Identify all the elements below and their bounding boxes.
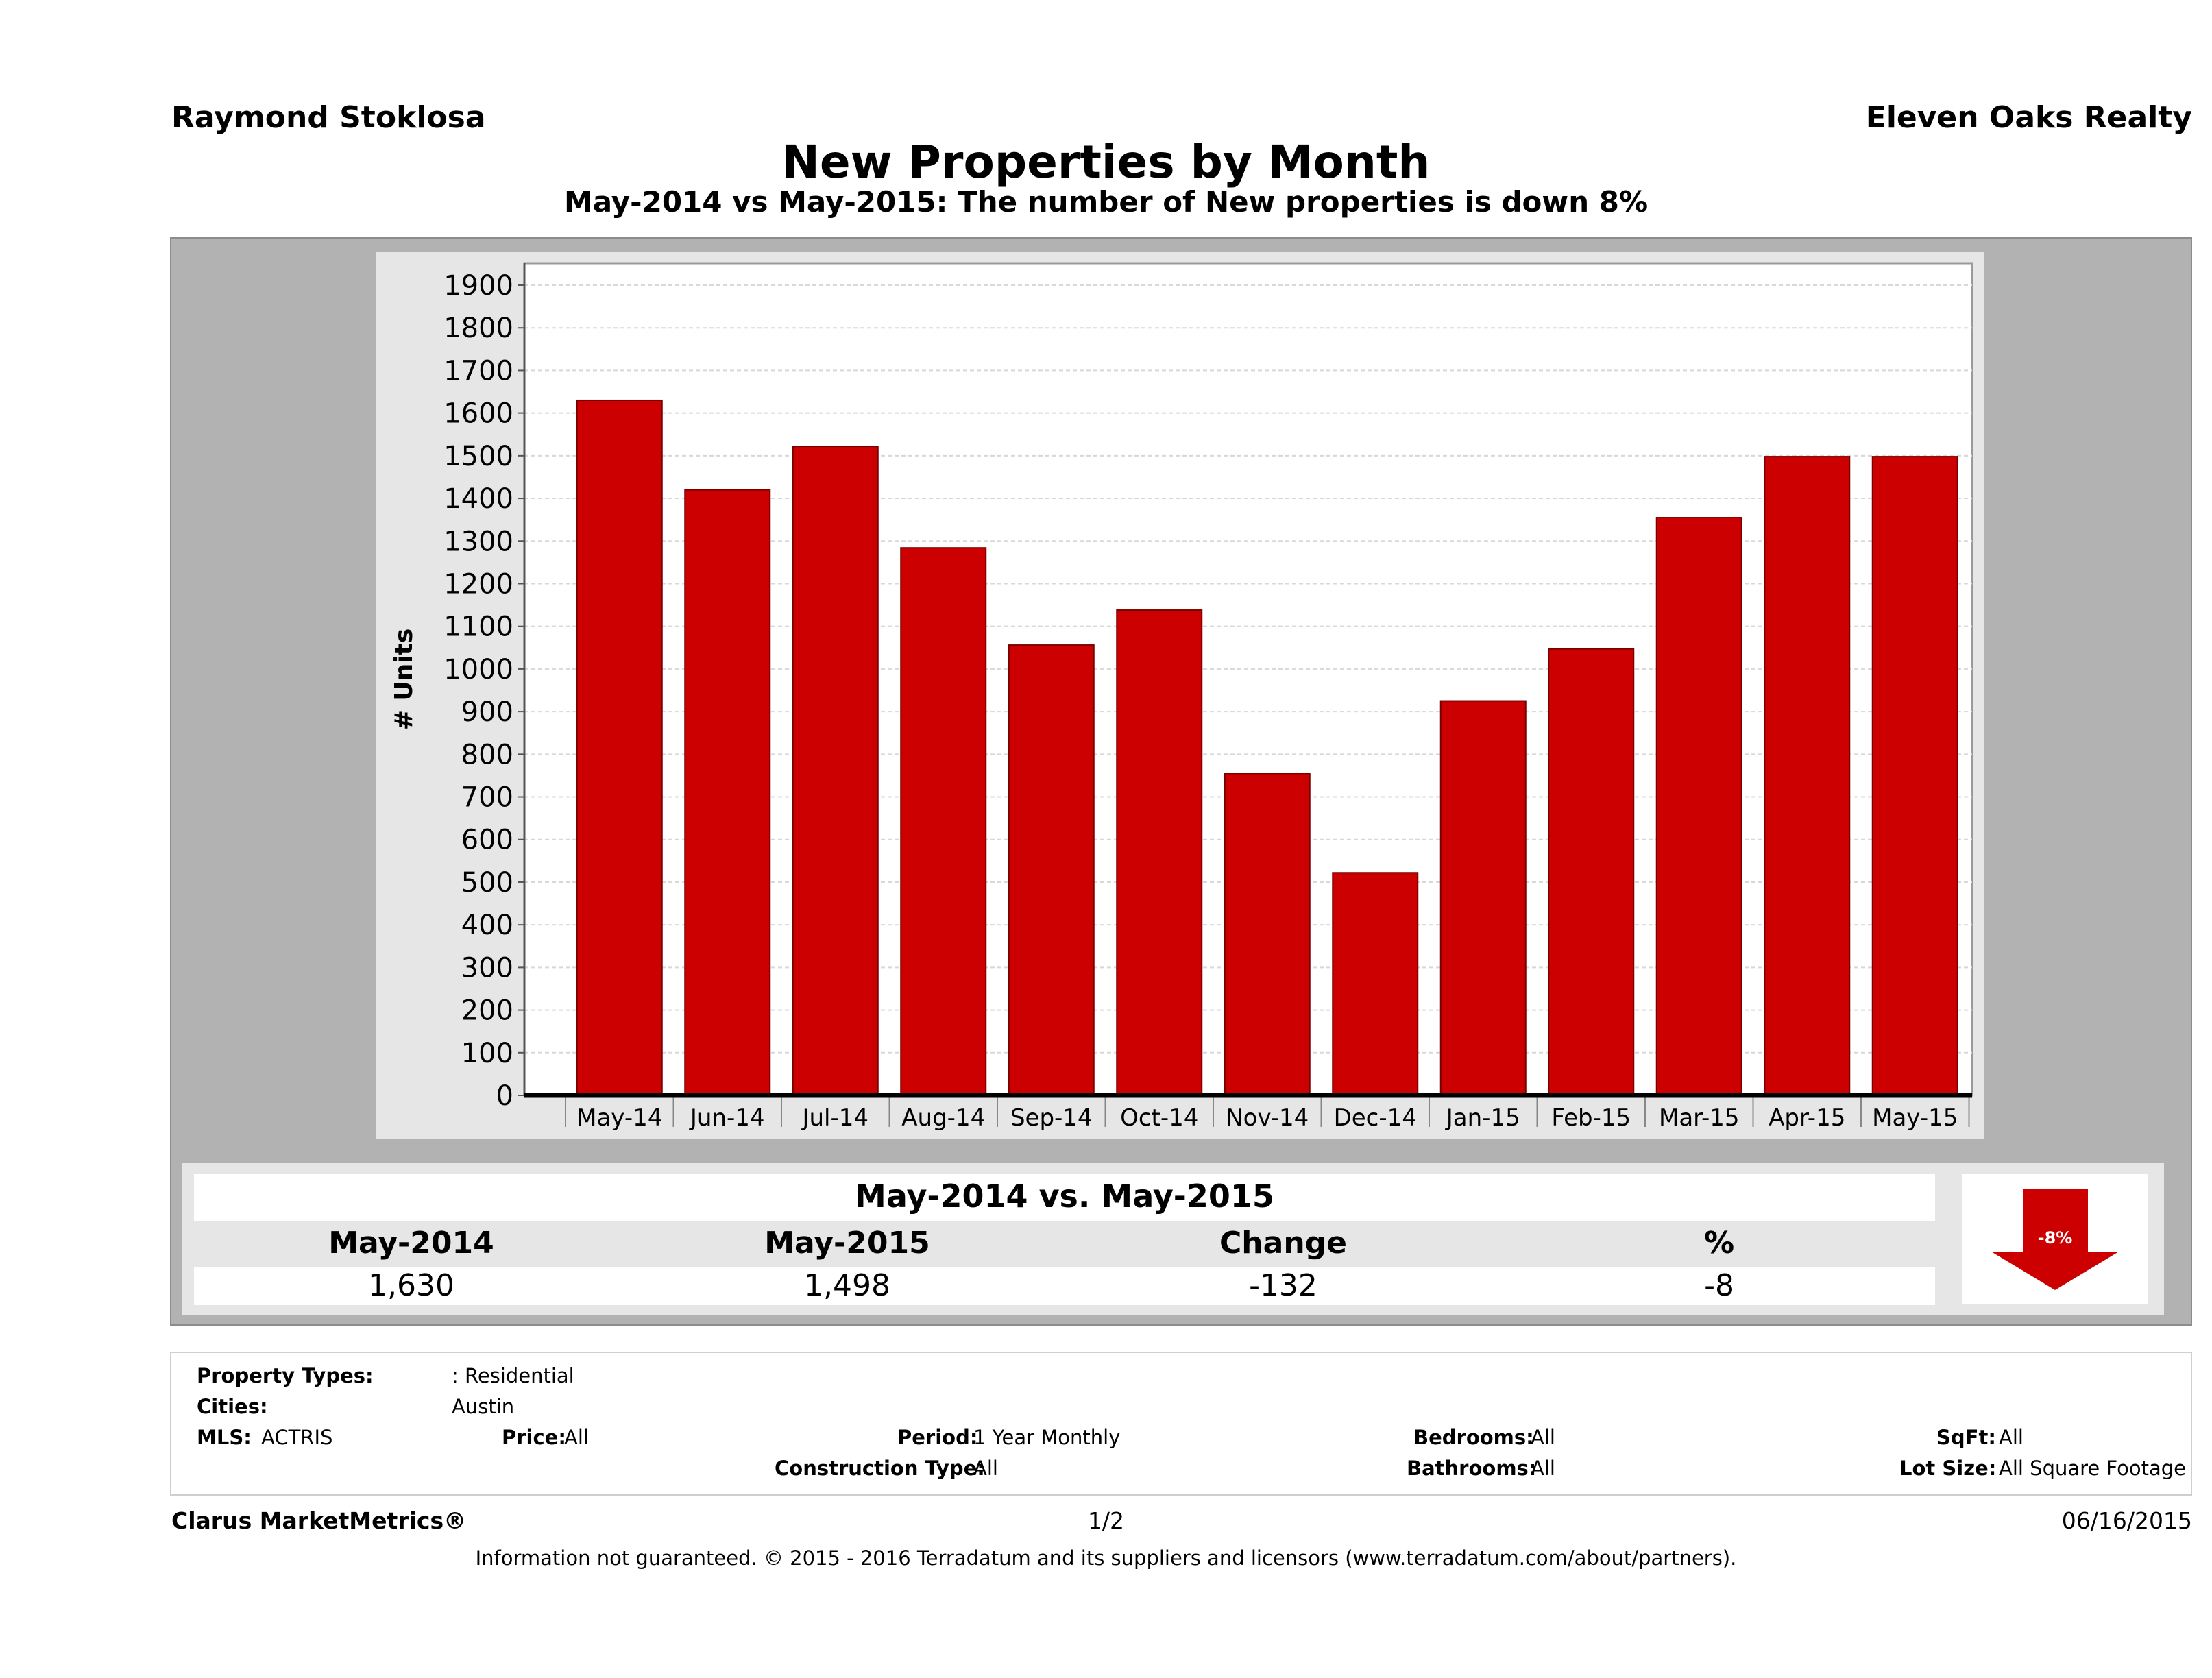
summary-value-may-2014: 1,630 xyxy=(368,1268,454,1303)
y-tick-label: 200 xyxy=(461,995,513,1027)
y-tick-label: 1500 xyxy=(443,441,513,472)
construction-type-label: Construction Type: xyxy=(775,1457,985,1480)
summary-value-band xyxy=(194,1267,1935,1305)
x-tick-label: Mar-15 xyxy=(1659,1104,1740,1132)
x-tick-label: Apr-15 xyxy=(1769,1104,1845,1132)
x-tick-label: Feb-15 xyxy=(1551,1104,1631,1132)
y-tick-label: 1000 xyxy=(443,654,513,685)
bar-feb-15 xyxy=(1548,648,1635,1096)
construction-type-value: All xyxy=(973,1457,998,1480)
mls-label: MLS: xyxy=(197,1426,252,1449)
bar-oct-14 xyxy=(1116,609,1203,1096)
y-tick-label: 400 xyxy=(461,910,513,941)
chart-title: New Properties by Month xyxy=(781,136,1431,189)
bar-chart: 0 100 200 300 400 500 600 700 800 900 1000 1100 1200… xyxy=(390,262,1973,1132)
bar-jun-14 xyxy=(684,489,771,1096)
y-tick-label: 600 xyxy=(461,825,513,856)
bar-mar-15 xyxy=(1655,517,1742,1096)
sqft-value: All xyxy=(1999,1426,2023,1449)
bar-may-14 xyxy=(576,399,663,1096)
summary-header-percent: % xyxy=(1703,1226,1735,1261)
lot-size-value: All Square Footage xyxy=(1999,1457,2187,1480)
property-types-value: : Residential xyxy=(452,1364,574,1387)
y-tick-label: 1800 xyxy=(443,313,513,344)
bar-jan-15 xyxy=(1439,700,1527,1096)
price-label: Price: xyxy=(502,1426,566,1449)
bar-may-15 xyxy=(1871,456,1958,1096)
bedrooms-value: All xyxy=(1531,1426,1555,1449)
bedrooms-label: Bedrooms: xyxy=(1413,1426,1534,1449)
bathrooms-label: Bathrooms: xyxy=(1407,1457,1537,1480)
y-tick-label: 1300 xyxy=(443,526,513,557)
summary-value-may-2015: 1,498 xyxy=(804,1268,890,1303)
y-tick-label: 1600 xyxy=(443,398,513,430)
bar-aug-14 xyxy=(900,547,987,1096)
summary-value-change: -132 xyxy=(1249,1268,1317,1303)
x-tick-label: May-15 xyxy=(1872,1104,1958,1132)
bar-nov-14 xyxy=(1224,773,1311,1097)
x-tick-label: Jul-14 xyxy=(801,1104,868,1132)
agent-name: Raymond Stoklosa xyxy=(171,100,486,135)
y-tick-label: 1700 xyxy=(443,355,513,387)
y-tick-label: 1900 xyxy=(443,270,513,302)
change-indicator: -8% xyxy=(1962,1174,2148,1304)
y-tick-label: 900 xyxy=(461,696,513,728)
x-tick-label: Jan-15 xyxy=(1445,1104,1520,1132)
summary-title-band xyxy=(194,1174,1935,1221)
x-tick-label: Aug-14 xyxy=(901,1104,985,1132)
mls-value: ACTRIS xyxy=(261,1426,333,1449)
page-number: 1/2 xyxy=(1087,1507,1125,1534)
bathrooms-value: All xyxy=(1531,1457,1555,1480)
summary-title: May-2014 vs. May-2015 xyxy=(855,1178,1274,1215)
property-types-label: Property Types: xyxy=(197,1364,374,1387)
company-name: Eleven Oaks Realty xyxy=(1865,100,2192,135)
y-tick-label: 1100 xyxy=(443,611,513,643)
cities-value: Austin xyxy=(452,1395,515,1418)
bar-dec-14 xyxy=(1332,872,1419,1096)
x-tick-label: Sep-14 xyxy=(1010,1104,1093,1132)
summary-header-change: Change xyxy=(1219,1226,1347,1261)
bar-sep-14 xyxy=(1008,644,1095,1096)
price-value: All xyxy=(564,1426,589,1449)
lot-size-label: Lot Size: xyxy=(1899,1457,1997,1480)
y-tick-label: 700 xyxy=(461,782,513,814)
period-value: 1 Year Monthly xyxy=(973,1426,1121,1449)
summary-value-percent: -8 xyxy=(1704,1268,1734,1303)
y-axis-label: # Units xyxy=(390,629,418,731)
down-arrow-icon xyxy=(1991,1189,2119,1290)
summary-header-may-2014: May-2014 xyxy=(328,1226,494,1261)
y-tick-label: 300 xyxy=(461,952,513,984)
y-tick-label: 800 xyxy=(461,739,513,770)
y-tick-label: 0 xyxy=(496,1080,513,1112)
report-date: 06/16/2015 xyxy=(2061,1507,2192,1534)
cities-label: Cities: xyxy=(197,1395,268,1418)
x-tick-label: Jun-14 xyxy=(689,1104,765,1132)
y-tick-label: 1200 xyxy=(443,568,513,600)
bar-apr-15 xyxy=(1764,456,1851,1096)
x-tick-label: Dec-14 xyxy=(1334,1104,1417,1132)
change-badge-text: -8% xyxy=(2038,1228,2073,1248)
y-tick-label: 1400 xyxy=(443,483,513,515)
x-tick-label: Oct-14 xyxy=(1120,1104,1198,1132)
summary-header-may-2015: May-2015 xyxy=(764,1226,930,1261)
sqft-label: SqFt: xyxy=(1936,1426,1996,1449)
period-label: Period: xyxy=(897,1426,978,1449)
y-tick-label: 500 xyxy=(461,867,513,899)
disclaimer: Information not guaranteed. © 2015 - 201… xyxy=(475,1546,1737,1570)
bar-jul-14 xyxy=(792,446,879,1097)
chart-subtitle: May-2014 vs May-2015: The number of New … xyxy=(563,185,1649,219)
filters-box xyxy=(170,1352,2192,1496)
y-tick-label: 100 xyxy=(461,1038,513,1069)
x-tick-label: May-14 xyxy=(576,1104,662,1132)
footer-brand: Clarus MarketMetrics® xyxy=(171,1507,467,1534)
x-tick-label: Nov-14 xyxy=(1226,1104,1309,1132)
